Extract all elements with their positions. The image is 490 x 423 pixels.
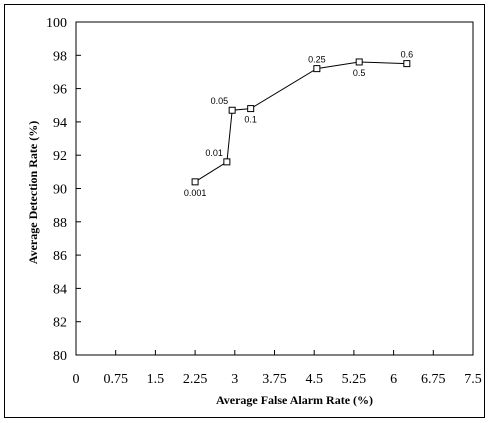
y-tick-label: 84 xyxy=(53,282,67,297)
data-point-label: 0.5 xyxy=(353,68,366,78)
plot-area-border xyxy=(75,21,474,356)
y-tick-label: 96 xyxy=(53,83,67,98)
series: 0.001 0.01 0.05 0.1 0.25 0.5 0.6 xyxy=(184,50,413,198)
data-point-label: 0.001 xyxy=(184,188,207,198)
x-tick-label: 2.25 xyxy=(183,372,208,387)
x-tick-label: 0 xyxy=(73,372,80,387)
data-point-marker xyxy=(223,158,231,166)
y-tick-label: 88 xyxy=(53,216,67,231)
y-tick-label: 80 xyxy=(53,349,67,364)
data-point-marker xyxy=(191,178,199,186)
y-tick-label: 90 xyxy=(53,183,67,198)
x-tick-label: 7.5 xyxy=(464,372,482,387)
data-point-label: 0.6 xyxy=(401,50,414,60)
x-tick-label: 6 xyxy=(390,372,397,387)
data-point-label: 0.25 xyxy=(308,55,326,65)
x-tick-label: 1.5 xyxy=(147,372,165,387)
x-tick-label: 3.75 xyxy=(262,372,287,387)
data-point-marker xyxy=(247,105,255,113)
y-tick-label: 94 xyxy=(53,116,67,131)
data-point-marker xyxy=(403,60,411,68)
x-tick-label: 4.5 xyxy=(305,372,323,387)
tick-labels: 80 82 84 86 88 90 92 94 96 98 100 0 0.75 1.5 2.25 3 3.75… xyxy=(46,16,482,387)
y-tick-label: 82 xyxy=(53,316,67,331)
x-axis-label: Average False Alarm Rate (%) xyxy=(216,393,373,407)
x-tick-label: 0.75 xyxy=(103,372,128,387)
data-point-marker xyxy=(355,58,363,66)
x-tick-label: 6.75 xyxy=(421,372,446,387)
y-tick-label: 100 xyxy=(46,16,67,31)
data-point-marker xyxy=(228,106,236,114)
x-tick-label: 5.25 xyxy=(342,372,367,387)
data-point-label: 0.05 xyxy=(211,96,229,106)
y-axis-label: Average Detection Rate (%) xyxy=(26,121,40,264)
chart-frame xyxy=(4,4,485,418)
y-tick-label: 92 xyxy=(53,149,67,164)
y-tick-label: 98 xyxy=(53,49,67,64)
data-point-label: 0.01 xyxy=(205,148,223,158)
x-tick-label: 3 xyxy=(231,372,238,387)
y-tick-label: 86 xyxy=(53,249,67,264)
axes xyxy=(75,21,474,356)
data-point-label: 0.1 xyxy=(244,115,257,125)
data-point-marker xyxy=(313,65,321,73)
